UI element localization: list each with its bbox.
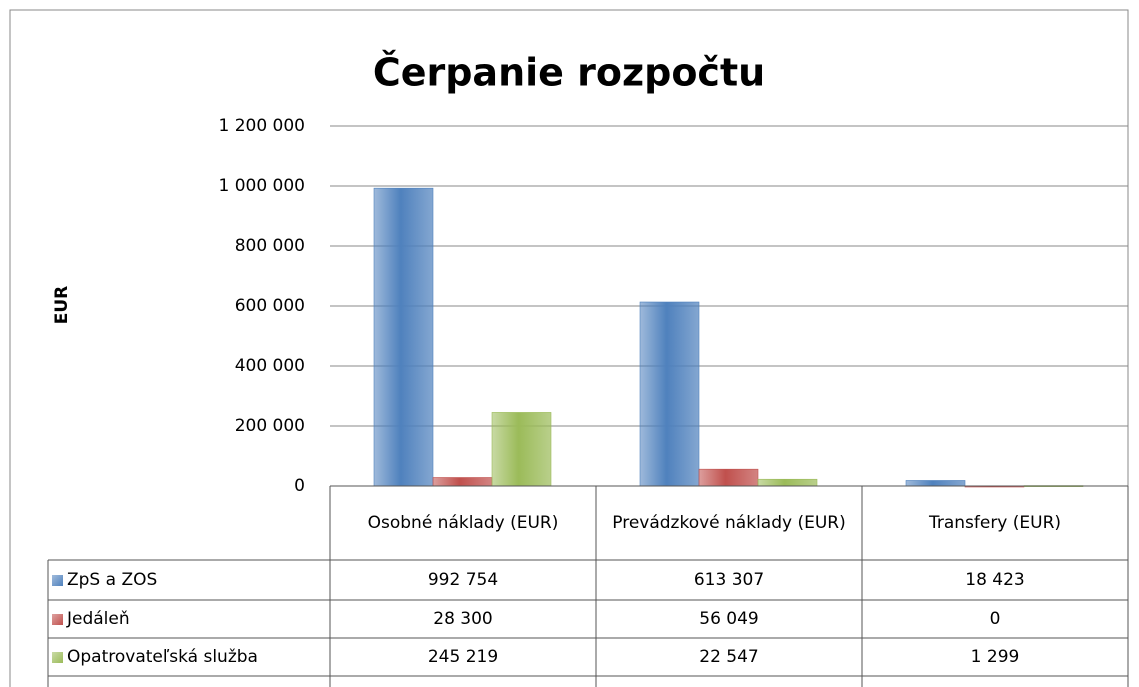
y-tick-label: 600 000: [235, 296, 305, 316]
table-value: 28 300: [433, 608, 493, 629]
bar: [698, 468, 759, 487]
table-value: 0: [989, 608, 1001, 629]
x-tick-label: Prevádzkové náklady (EUR): [612, 512, 846, 533]
legend-key: [52, 651, 63, 663]
chart-border: [9, 9, 1129, 687]
table-value: 245 219: [427, 646, 499, 667]
table-value: 56 049: [699, 608, 759, 629]
y-tick-label: 800 000: [235, 236, 305, 256]
legend-key: [52, 613, 63, 625]
legend-key: [52, 574, 63, 586]
legend-label: ZpS a ZOS: [67, 569, 158, 590]
x-tick-label: Transfery (EUR): [928, 512, 1062, 533]
table-value: 22 547: [699, 646, 759, 667]
y-tick-label: 1 000 000: [218, 176, 305, 196]
table-value: 613 307: [693, 569, 765, 590]
table-value: 1 299: [970, 646, 1020, 667]
legend-label: Jedáleň: [67, 608, 130, 629]
y-tick-label: 400 000: [235, 356, 305, 376]
bar: [757, 478, 818, 487]
bar: [432, 477, 493, 487]
legend-entry: Jedáleň: [48, 600, 330, 638]
bar: [639, 301, 700, 487]
chart-title: Čerpanie rozpočtu: [373, 51, 765, 95]
legend-entry: ZpS a ZOS: [48, 560, 330, 600]
table-value: 992 754: [427, 569, 499, 590]
y-axis-label: EUR: [52, 286, 72, 325]
x-tick-label: Osobné náklady (EUR): [367, 512, 559, 533]
bar: [373, 187, 434, 487]
y-tick-label: 0: [294, 476, 305, 496]
legend-label: Opatrovateľská služba: [67, 646, 258, 667]
bar: [491, 412, 552, 487]
y-tick-label: 1 200 000: [218, 116, 305, 136]
table-value: 18 423: [965, 569, 1025, 590]
y-tick-label: 200 000: [235, 416, 305, 436]
legend-entry: Opatrovateľská služba: [48, 638, 330, 676]
